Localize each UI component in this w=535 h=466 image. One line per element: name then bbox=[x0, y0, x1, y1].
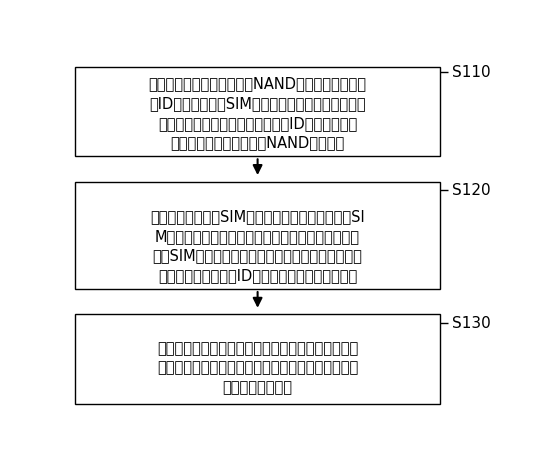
Text: S130: S130 bbox=[453, 316, 491, 331]
Text: 则禁用网络功能。: 则禁用网络功能。 bbox=[223, 380, 293, 395]
Bar bbox=[75, 182, 440, 289]
Text: 将所述新密钥与已存储的安全密钥做比较，判断是否: 将所述新密钥与已存储的安全密钥做比较，判断是否 bbox=[157, 341, 358, 356]
Text: 一致，如果判断一致则控制设备正常使用；若不一致: 一致，如果判断一致则控制设备正常使用；若不一致 bbox=[157, 361, 358, 376]
Text: 当设备出厂后插入SIM卡并正常开机时，读取当前SI: 当设备出厂后插入SIM卡并正常开机时，读取当前SI bbox=[150, 209, 365, 224]
Text: 当前SIM卡存储的公共陆地移动网中的国家码和网络: 当前SIM卡存储的公共陆地移动网中的国家码和网络 bbox=[152, 248, 363, 263]
Text: S120: S120 bbox=[453, 183, 491, 198]
Text: 国家码和网络码、与所述唯一标识ID做混合运算得: 国家码和网络码、与所述唯一标识ID做混合运算得 bbox=[158, 116, 357, 130]
Text: 识ID，并用预设的SIM卡对应的公共陆地移动网中的: 识ID，并用预设的SIM卡对应的公共陆地移动网中的 bbox=[149, 96, 366, 111]
Bar bbox=[75, 314, 440, 404]
Text: 码、与所述唯一标识ID做混合运算得出一组新密钥: 码、与所述唯一标识ID做混合运算得出一组新密钥 bbox=[158, 268, 357, 283]
Text: 出一组安全密钥并存储到NAND存储器上: 出一组安全密钥并存储到NAND存储器上 bbox=[171, 136, 345, 151]
Text: 当设备第一次开机时，读取NAND存储器上的唯一标: 当设备第一次开机时，读取NAND存储器上的唯一标 bbox=[149, 76, 366, 91]
Text: S110: S110 bbox=[453, 65, 491, 80]
Text: M卡存储的公共陆地移动网中的国家码和网络码，将: M卡存储的公共陆地移动网中的国家码和网络码，将 bbox=[155, 229, 360, 244]
Bar bbox=[75, 67, 440, 157]
